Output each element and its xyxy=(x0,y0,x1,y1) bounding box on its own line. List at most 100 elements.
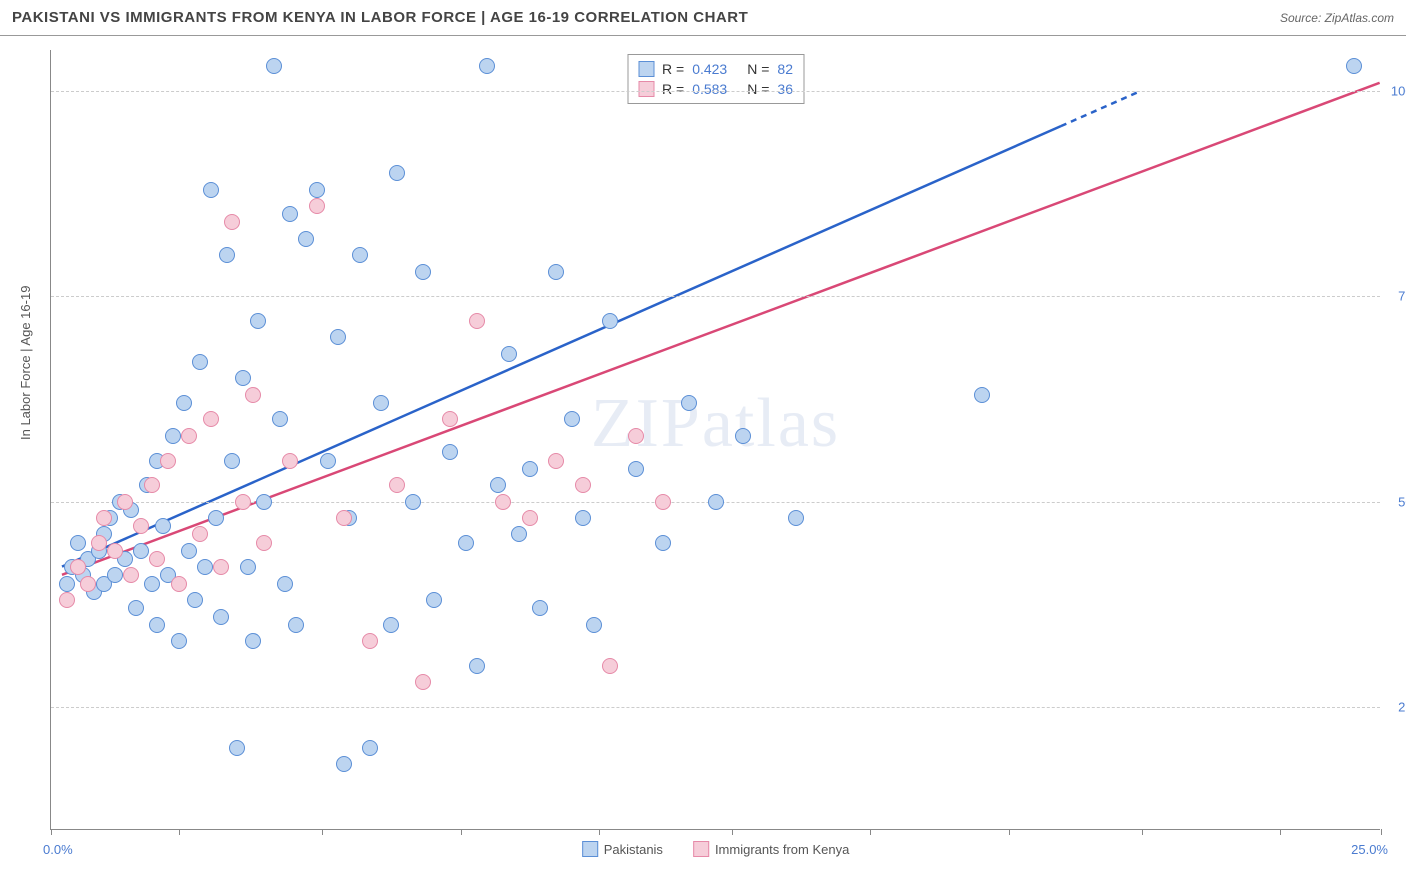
r-label: R = xyxy=(662,81,684,97)
x-axis-max-label: 25.0% xyxy=(1351,842,1388,857)
data-point xyxy=(80,576,96,592)
data-point xyxy=(272,411,288,427)
data-point xyxy=(442,411,458,427)
data-point xyxy=(362,740,378,756)
data-point xyxy=(250,313,266,329)
data-point xyxy=(91,535,107,551)
data-point xyxy=(224,214,240,230)
data-point xyxy=(203,182,219,198)
data-point xyxy=(309,182,325,198)
data-point xyxy=(256,535,272,551)
data-point xyxy=(389,165,405,181)
x-tick xyxy=(1381,829,1382,835)
data-point xyxy=(203,411,219,427)
data-point xyxy=(490,477,506,493)
data-point xyxy=(245,387,261,403)
n-value: 36 xyxy=(777,81,793,97)
chart-title: PAKISTANI VS IMMIGRANTS FROM KENYA IN LA… xyxy=(12,9,748,26)
data-point xyxy=(479,58,495,74)
data-point xyxy=(107,543,123,559)
y-tick-label: 75.0% xyxy=(1398,289,1406,304)
data-point xyxy=(176,395,192,411)
data-point xyxy=(586,617,602,633)
x-tick xyxy=(461,829,462,835)
x-tick xyxy=(1142,829,1143,835)
stats-row: R = 0.423N = 82 xyxy=(638,59,793,79)
data-point xyxy=(735,428,751,444)
data-point xyxy=(144,576,160,592)
data-point xyxy=(213,559,229,575)
data-point xyxy=(405,494,421,510)
title-bar: PAKISTANI VS IMMIGRANTS FROM KENYA IN LA… xyxy=(0,0,1406,36)
data-point xyxy=(70,559,86,575)
data-point xyxy=(708,494,724,510)
legend-item: Pakistanis xyxy=(582,841,663,857)
data-point xyxy=(602,658,618,674)
plot-area: ZIPatlas R = 0.423N = 82R = 0.583N = 36 … xyxy=(50,50,1380,830)
data-point xyxy=(288,617,304,633)
data-point xyxy=(59,576,75,592)
data-point xyxy=(197,559,213,575)
x-tick xyxy=(179,829,180,835)
legend-label: Immigrants from Kenya xyxy=(715,842,849,857)
data-point xyxy=(96,510,112,526)
data-point xyxy=(442,444,458,460)
data-point xyxy=(133,543,149,559)
data-point xyxy=(974,387,990,403)
data-point xyxy=(165,428,181,444)
watermark: ZIPatlas xyxy=(591,384,840,464)
data-point xyxy=(469,313,485,329)
legend-label: Pakistanis xyxy=(604,842,663,857)
data-point xyxy=(277,576,293,592)
data-point xyxy=(224,453,240,469)
data-point xyxy=(548,264,564,280)
data-point xyxy=(70,535,86,551)
data-point xyxy=(155,518,171,534)
data-point xyxy=(522,510,538,526)
data-point xyxy=(219,247,235,263)
r-label: R = xyxy=(662,61,684,77)
source-label: Source: ZipAtlas.com xyxy=(1280,11,1394,25)
y-tick-label: 25.0% xyxy=(1398,699,1406,714)
legend-swatch xyxy=(638,81,654,97)
data-point xyxy=(256,494,272,510)
data-point xyxy=(235,494,251,510)
data-point xyxy=(320,453,336,469)
n-label: N = xyxy=(747,61,769,77)
data-point xyxy=(144,477,160,493)
legend-swatch xyxy=(638,61,654,77)
data-point xyxy=(208,510,224,526)
data-point xyxy=(788,510,804,526)
data-point xyxy=(1346,58,1362,74)
data-point xyxy=(336,756,352,772)
data-point xyxy=(415,264,431,280)
data-point xyxy=(532,600,548,616)
data-point xyxy=(59,592,75,608)
data-point xyxy=(655,535,671,551)
data-point xyxy=(362,633,378,649)
data-point xyxy=(245,633,261,649)
data-point xyxy=(160,453,176,469)
data-point xyxy=(389,477,405,493)
y-axis-label: In Labor Force | Age 16-19 xyxy=(18,286,33,440)
chart-container: PAKISTANI VS IMMIGRANTS FROM KENYA IN LA… xyxy=(0,0,1406,892)
trend-lines xyxy=(51,50,1380,829)
data-point xyxy=(426,592,442,608)
gridline xyxy=(51,296,1380,297)
data-point xyxy=(511,526,527,542)
x-tick xyxy=(599,829,600,835)
n-value: 82 xyxy=(777,61,793,77)
y-tick-label: 50.0% xyxy=(1398,494,1406,509)
stats-legend: R = 0.423N = 82R = 0.583N = 36 xyxy=(627,54,804,104)
data-point xyxy=(171,576,187,592)
data-point xyxy=(383,617,399,633)
data-point xyxy=(107,567,123,583)
gridline xyxy=(51,707,1380,708)
data-point xyxy=(187,592,203,608)
data-point xyxy=(681,395,697,411)
n-label: N = xyxy=(747,81,769,97)
data-point xyxy=(123,567,139,583)
data-point xyxy=(309,198,325,214)
data-point xyxy=(181,428,197,444)
data-point xyxy=(282,206,298,222)
